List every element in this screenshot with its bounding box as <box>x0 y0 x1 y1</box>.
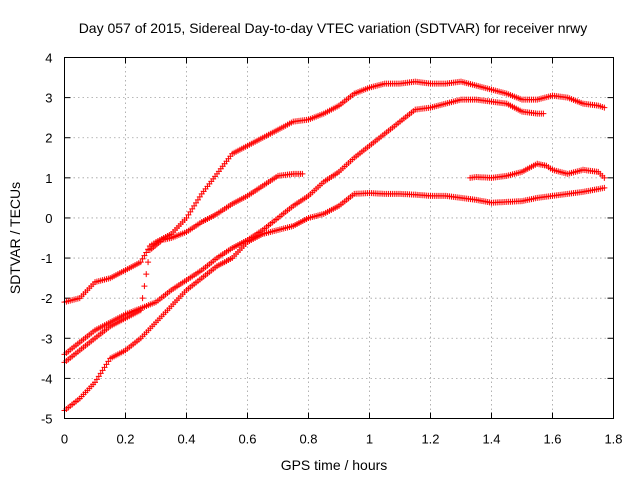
data-point <box>92 379 98 386</box>
y-axis-label: SDTVAR / TECUs <box>7 182 23 294</box>
x-tick-label: 0 <box>61 432 68 447</box>
series-track-c <box>61 96 547 358</box>
data-point <box>139 255 146 262</box>
data-point <box>194 196 201 203</box>
data-point <box>143 271 150 278</box>
data-point <box>193 199 200 206</box>
data-point <box>139 295 146 302</box>
x-tick-label: 1.8 <box>604 432 622 447</box>
data-point <box>101 364 108 371</box>
data-marks <box>61 78 608 414</box>
chart-title: Day 057 of 2015, Sidereal Day-to-day VTE… <box>79 20 588 36</box>
x-tick-label: 0.4 <box>177 432 195 447</box>
y-tick-label: 0 <box>45 211 52 226</box>
data-point <box>103 361 110 368</box>
data-point <box>99 367 106 374</box>
x-tick-label: 0.2 <box>116 432 134 447</box>
data-point <box>196 193 203 200</box>
x-tick-label: 1.2 <box>421 432 439 447</box>
data-point <box>299 170 306 177</box>
data-point <box>540 110 547 117</box>
y-tick-label: 3 <box>45 91 52 106</box>
y-tick-label: 2 <box>45 131 52 146</box>
data-point <box>191 202 198 209</box>
series-track-b <box>61 170 306 366</box>
y-tick-label: -3 <box>41 331 53 346</box>
series-track-d <box>61 184 608 414</box>
x-tick-label: 1.4 <box>482 432 500 447</box>
y-tick-label: 1 <box>45 171 52 186</box>
series-track-e <box>467 160 608 181</box>
data-point <box>601 104 608 111</box>
data-point <box>601 174 608 181</box>
data-point <box>105 358 112 365</box>
data-point <box>95 373 102 380</box>
data-point <box>143 249 150 256</box>
data-point <box>93 376 100 383</box>
x-tick-label: 0.8 <box>299 432 317 447</box>
y-tick-labels: -5 -4 -3 -2 -1 0 1 2 3 4 <box>41 51 53 427</box>
y-tick-label: -4 <box>41 371 53 386</box>
data-point <box>183 214 190 221</box>
x-tick-label: 1 <box>366 432 373 447</box>
y-tick-label: -2 <box>41 291 53 306</box>
x-axis-label: GPS time / hours <box>281 457 388 473</box>
data-point <box>185 211 192 218</box>
data-point <box>187 208 194 215</box>
y-tick-label: -5 <box>41 412 53 427</box>
data-point <box>145 259 152 266</box>
plot-frame <box>64 57 614 419</box>
y-tick-label: -1 <box>41 251 53 266</box>
data-point <box>141 283 148 290</box>
data-point <box>137 259 144 266</box>
data-point <box>189 205 196 212</box>
data-point <box>97 370 104 377</box>
x-tick-label: 1.6 <box>543 432 561 447</box>
y-tick-label: 4 <box>45 51 52 66</box>
data-point <box>141 252 148 259</box>
x-tick-labels: 0 0.2 0.4 0.6 0.8 1 1.2 1.4 1.6 1.8 <box>61 432 623 447</box>
x-tick-label: 0.6 <box>238 432 256 447</box>
data-point <box>601 184 608 191</box>
